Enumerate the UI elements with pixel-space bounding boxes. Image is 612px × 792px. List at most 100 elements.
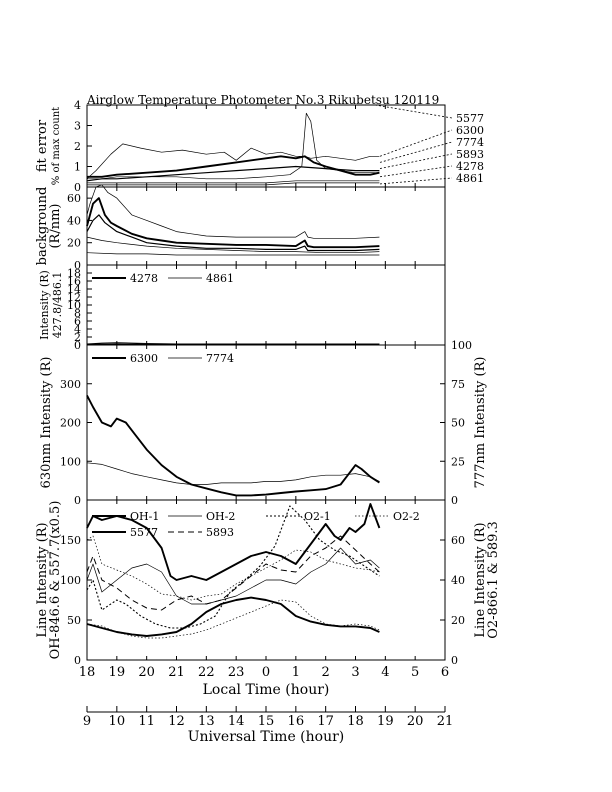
- ylabel-blue: Intensity (R): [38, 270, 51, 340]
- series-airglow-5893-lower: [86, 599, 380, 639]
- ylabel-right-airglow: Line Intensity (R): [473, 522, 488, 637]
- legend-label-4278: 4278: [130, 272, 158, 285]
- ytick-label-blue: 16: [67, 275, 81, 288]
- series-airglow-OH-2: [86, 547, 380, 605]
- chart-title: Airglow Temperature Photometer No.3 Riku…: [86, 93, 439, 107]
- series-background-mid: [86, 214, 380, 252]
- xtick-label-ut: 13: [198, 714, 215, 729]
- ytick-label-red: 0: [74, 494, 81, 507]
- xtick-label-lt: 2: [322, 665, 330, 680]
- xtick-label-lt: 23: [228, 665, 245, 680]
- right-legend-label-5893: 5893: [456, 148, 484, 161]
- xlabel-universal-time: Universal Time (hour): [188, 729, 345, 745]
- ylabel-red: 630nm Intensity (R): [39, 357, 54, 489]
- xtick-label-lt: 21: [168, 665, 185, 680]
- ylabel-airglow: OH-846.6 & 557.7(x0.5): [48, 501, 63, 660]
- ytick-label-blue: 10: [67, 299, 81, 312]
- right-legend-label-4278: 4278: [456, 160, 484, 173]
- series-blue-4861: [86, 342, 380, 345]
- series-airglow-5893: [86, 535, 380, 611]
- xtick-label-ut: 21: [437, 714, 454, 729]
- ytick-label-red: 200: [60, 417, 81, 430]
- ytick-right-label-red: 25: [451, 455, 465, 468]
- right-legend-label-4861: 4861: [456, 172, 484, 185]
- ylabel-blue: 427.8/486.1: [51, 272, 64, 339]
- series-fit-4861: [87, 182, 380, 186]
- xtick-label-lt: 5: [411, 665, 419, 680]
- series-fit-5893: [86, 165, 380, 182]
- series-background-low: [86, 236, 380, 254]
- ylabel-background: (R/nm): [48, 203, 63, 248]
- panel-frame-fit: [86, 104, 446, 188]
- xtick-label-ut: 17: [317, 714, 334, 729]
- ytick-label-blue: 6: [74, 315, 81, 328]
- ytick-label-fit: 4: [74, 99, 81, 112]
- xtick-label-ut: 9: [83, 714, 91, 729]
- ytick-label-blue: 2: [74, 331, 81, 344]
- xtick-label-lt: 22: [198, 665, 215, 680]
- ytick-label-fit: 3: [74, 120, 81, 133]
- xtick-label-lt: 4: [381, 665, 389, 680]
- legend-label-O2-2: O2-2: [393, 510, 420, 523]
- right-legend-leader-5893: [379, 153, 453, 169]
- ytick-label-background: 40: [67, 214, 81, 227]
- series-background-upper: [86, 184, 380, 239]
- xtick-label-lt: 3: [351, 665, 359, 680]
- series-fit-5577: [86, 143, 380, 180]
- right-legend-leader-5577: [374, 104, 453, 119]
- series-background-bold: [86, 197, 380, 249]
- xtick-label-ut: 12: [168, 714, 185, 729]
- ytick-label-airglow: 50: [67, 614, 81, 627]
- ytick-label-fit: 2: [74, 140, 81, 153]
- right-legend-leader-7774: [379, 141, 453, 163]
- xtick-label-ut: 14: [228, 714, 245, 729]
- ytick-label-airglow: 0: [74, 654, 81, 667]
- ytick-label-blue: 0: [74, 339, 81, 352]
- ytick-label-blue: 4: [74, 323, 81, 336]
- ytick-label-fit: 0: [74, 181, 81, 194]
- ytick-label-blue: 12: [67, 291, 81, 304]
- ytick-right-label-airglow: 60: [451, 534, 465, 547]
- ytick-label-fit: 1: [74, 161, 81, 174]
- right-legend-label-5577: 5577: [456, 112, 484, 125]
- series-airglow-O2-2: [86, 535, 380, 601]
- legend-label-OH-1: OH-1: [130, 510, 159, 523]
- series-red-7774: [86, 462, 380, 485]
- ylabel-airglow: Line Intensity (R): [35, 522, 50, 637]
- xtick-label-ut: 18: [347, 714, 364, 729]
- series-airglow-O2-1: [86, 505, 380, 629]
- right-legend-label-7774: 7774: [456, 136, 484, 149]
- ytick-label-background: 0: [74, 259, 81, 272]
- xlabel-local-time: Local Time (hour): [203, 682, 330, 698]
- ytick-label-blue: 14: [67, 283, 81, 296]
- ytick-right-label-airglow: 40: [451, 574, 465, 587]
- xtick-label-ut: 20: [407, 714, 424, 729]
- ytick-label-blue: 8: [74, 307, 81, 320]
- ylabel-fit: fit error: [35, 119, 50, 172]
- panel-frame-background: [86, 186, 446, 266]
- ylabel-fit: % of max count: [51, 107, 62, 185]
- series-red-6300: [86, 394, 380, 497]
- xtick-label-ut: 15: [258, 714, 275, 729]
- legend-label-5893: 5893: [206, 526, 234, 539]
- right-legend-leader-6300: [379, 129, 453, 157]
- ytick-right-label-airglow: 0: [451, 654, 458, 667]
- right-legend-label-6300: 6300: [456, 124, 484, 137]
- series-background-bottom: [86, 252, 380, 256]
- ytick-label-red: 100: [60, 455, 81, 468]
- legend-label-5577: 5577: [130, 526, 158, 539]
- xtick-label-lt: 0: [262, 665, 270, 680]
- ytick-label-blue: 18: [67, 267, 81, 280]
- ylabel-background: background: [35, 187, 50, 266]
- ytick-label-red: 300: [60, 378, 81, 391]
- xtick-label-lt: 1: [292, 665, 300, 680]
- series-airglow-5577: [86, 596, 380, 637]
- ytick-right-label-red: 50: [451, 417, 465, 430]
- ytick-label-airglow: 150: [60, 534, 81, 547]
- ytick-right-label-red: 75: [451, 378, 465, 391]
- legend-label-OH-2: OH-2: [206, 510, 235, 523]
- ytick-label-airglow: 100: [60, 574, 81, 587]
- legend-label-7774: 7774: [206, 352, 234, 365]
- xtick-label-lt: 6: [441, 665, 449, 680]
